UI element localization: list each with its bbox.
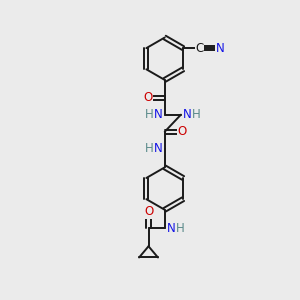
Text: H: H <box>145 108 154 121</box>
Text: O: O <box>177 125 186 138</box>
Text: N: N <box>167 221 176 235</box>
Text: H: H <box>192 108 201 121</box>
Text: O: O <box>143 91 152 104</box>
Text: H: H <box>145 142 154 155</box>
Text: O: O <box>144 205 153 218</box>
Text: N: N <box>183 108 192 121</box>
Text: N: N <box>154 142 163 155</box>
Text: N: N <box>154 108 163 121</box>
Text: H: H <box>176 221 184 235</box>
Text: N: N <box>215 42 224 55</box>
Text: C: C <box>195 42 203 55</box>
